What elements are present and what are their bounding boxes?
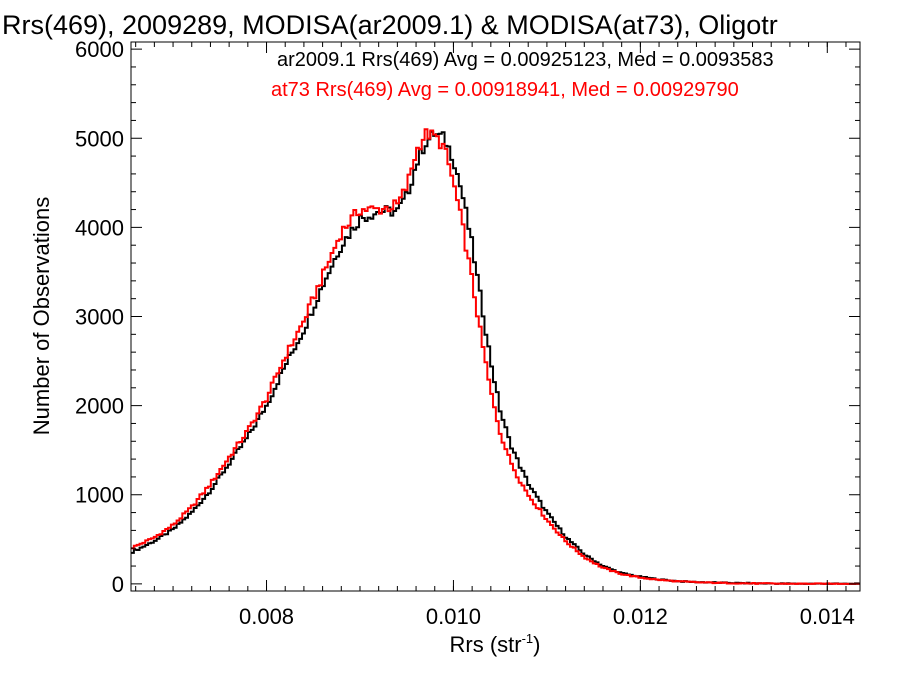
legend-entry-ar2009: ar2009.1 Rrs(469) Avg = 0.00925123, Med … — [277, 49, 774, 71]
x-axis-label-tail: ) — [533, 632, 540, 657]
x-axis-label-sup: -1 — [522, 631, 534, 646]
chart-title: Rrs(469), 2009289, MODISA(ar2009.1) & MO… — [2, 10, 778, 40]
plot-frame — [130, 41, 861, 592]
y-tick-label: 6000 — [75, 37, 124, 62]
series-ar2009-1-line — [131, 130, 860, 585]
y-axis-label: Number of Observations — [29, 197, 54, 435]
x-tick-label: 0.012 — [613, 604, 668, 629]
y-tick-label: 3000 — [75, 305, 124, 330]
legend-entry-at73: at73 Rrs(469) Avg = 0.00918941, Med = 0.… — [271, 79, 739, 101]
x-axis-label: Rrs (str-1) — [450, 631, 541, 657]
y-tick-label: 2000 — [75, 394, 124, 419]
y-tick-label: 4000 — [75, 215, 124, 240]
y-tick-label: 5000 — [75, 126, 124, 151]
y-tick-label: 0 — [112, 572, 124, 597]
x-axis-label-main: Rrs (str — [450, 632, 522, 657]
x-tick-label: 0.014 — [800, 604, 855, 629]
ticks-layer: 0.008 0.010 0.012 0.014 0 1000 2000 3000 4000 500… — [75, 37, 860, 629]
y-tick-label: 1000 — [75, 483, 124, 508]
series-at73-line — [131, 128, 860, 585]
legend: ar2009.1 Rrs(469) Avg = 0.00925123, Med … — [271, 49, 774, 101]
x-tick-label: 0.010 — [426, 604, 481, 629]
x-tick-label: 0.008 — [239, 604, 294, 629]
series-layer — [131, 128, 860, 585]
